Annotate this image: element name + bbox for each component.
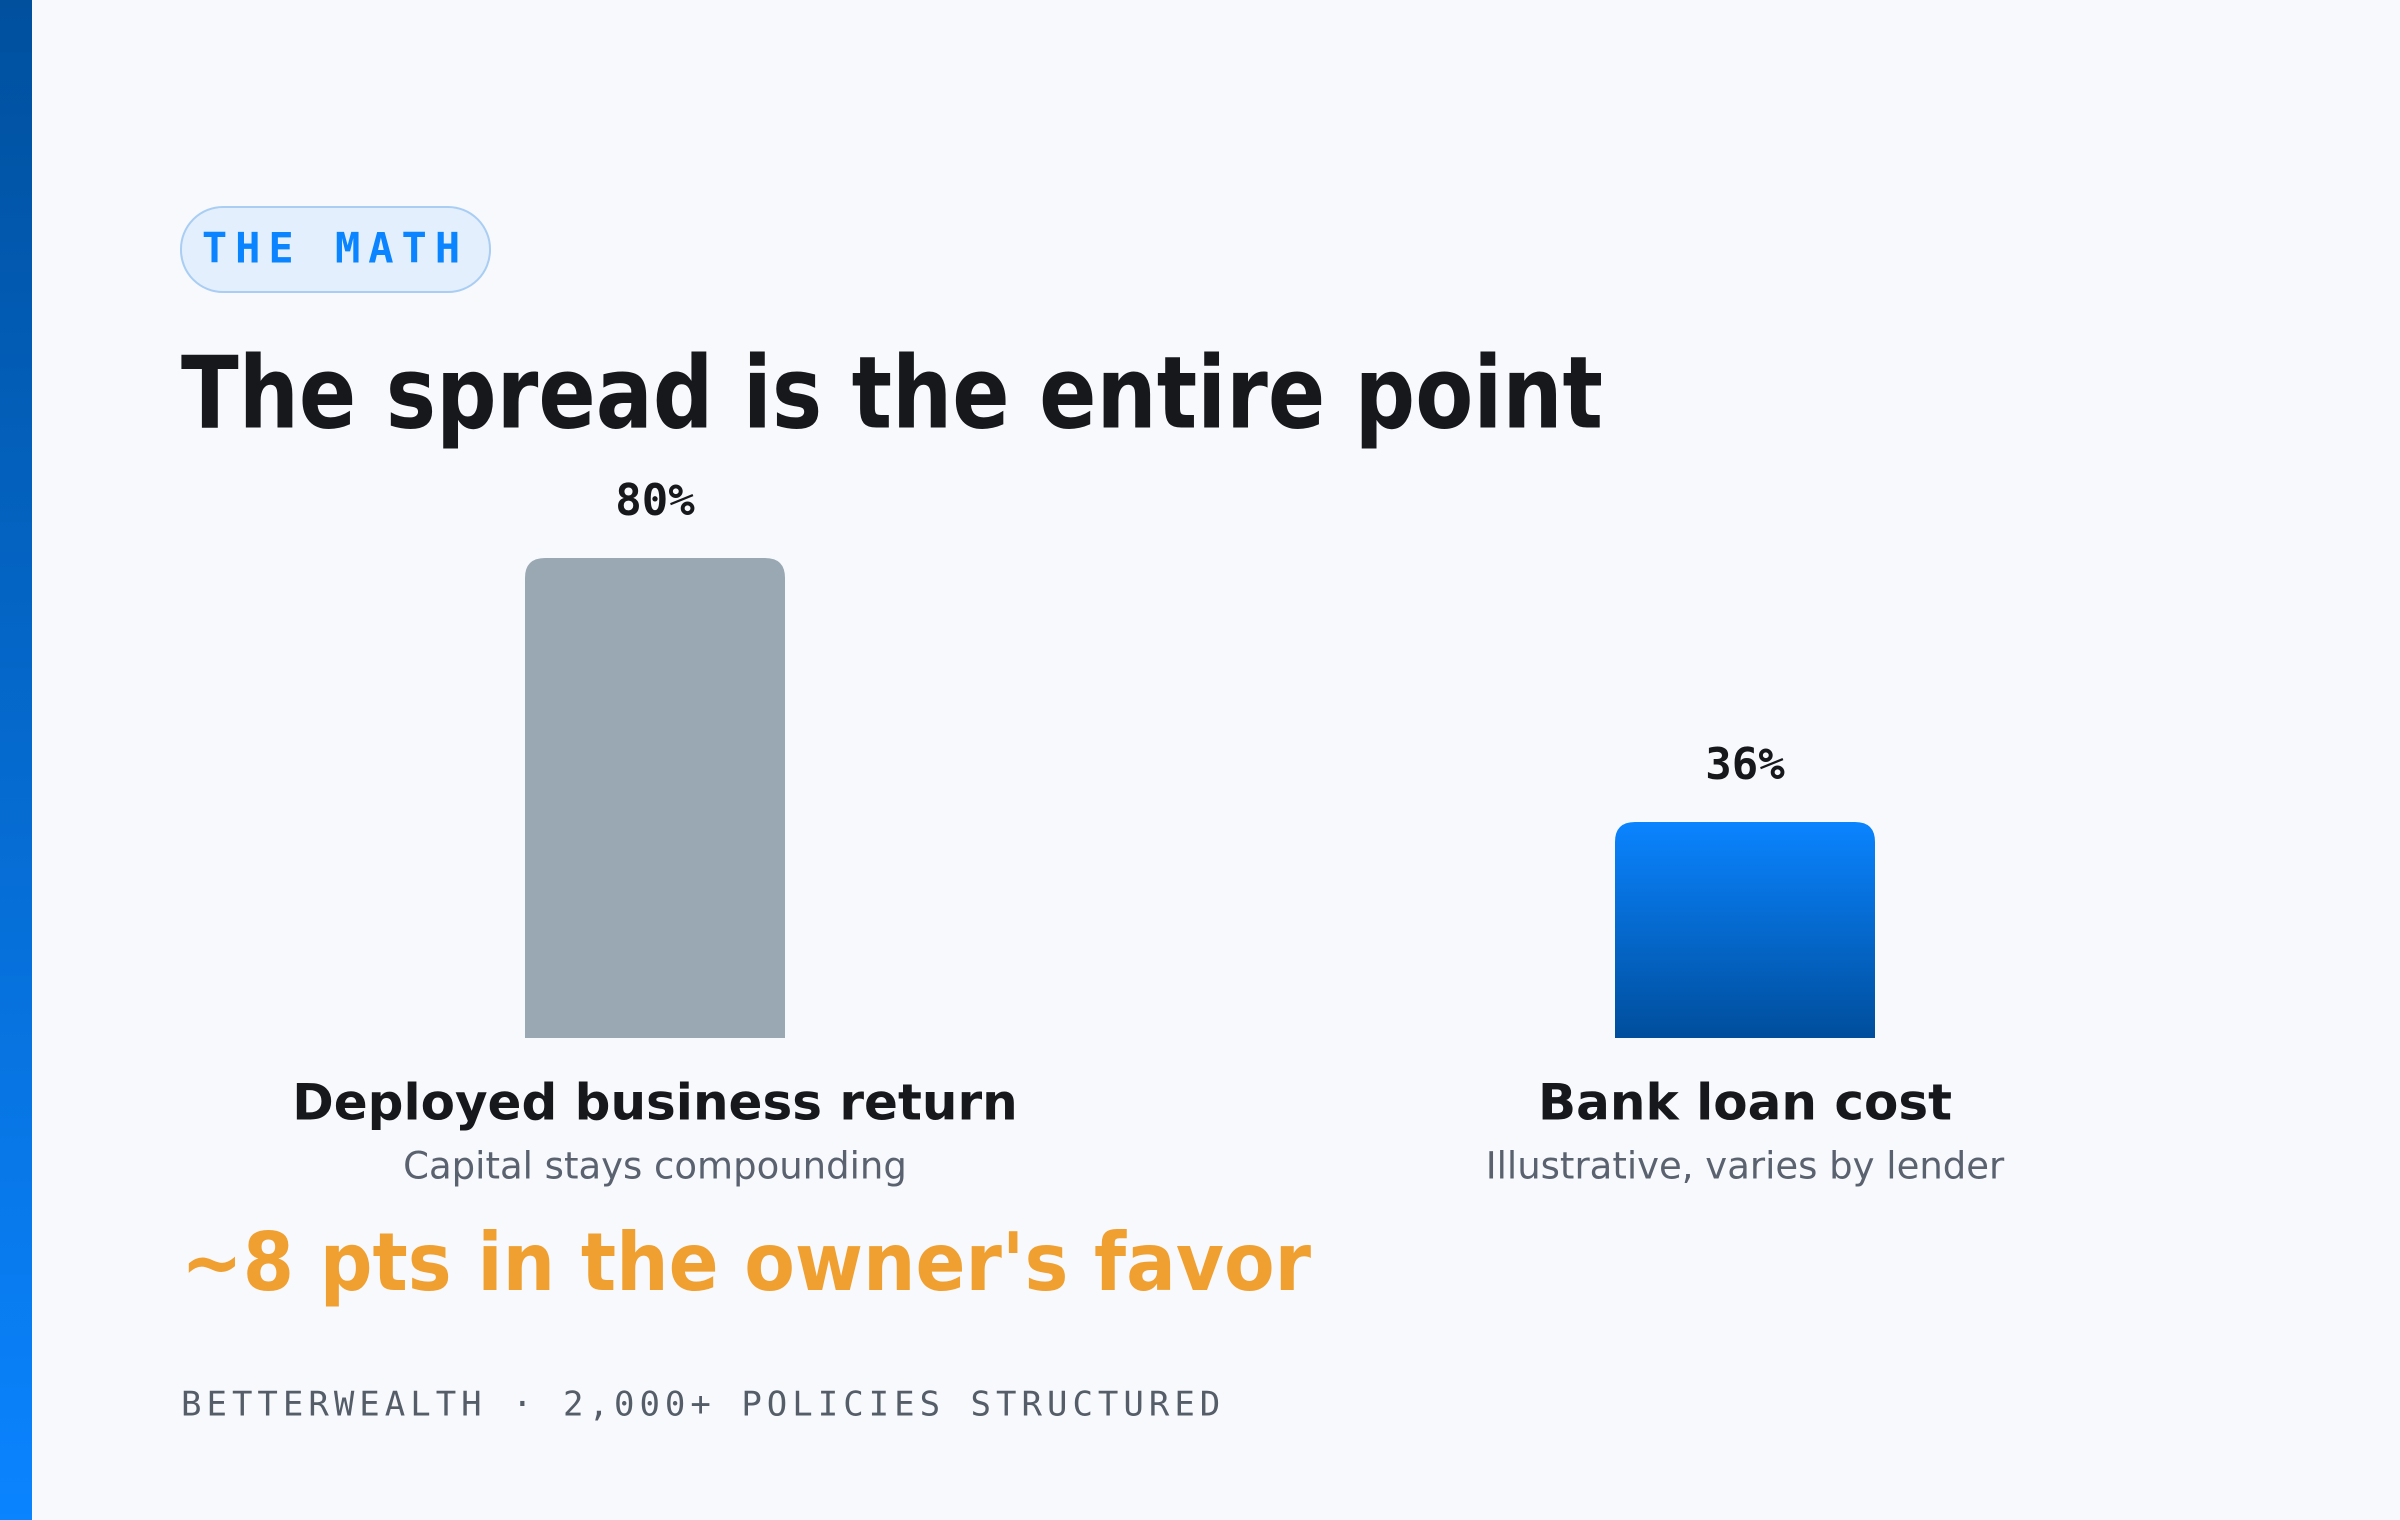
annotation: ~8 pts in the owner's favor: [181, 1216, 1311, 1309]
value-label: 36%: [1705, 739, 1785, 790]
category-label: Deployed business return: [292, 1074, 1017, 1132]
category-note: Illustrative, varies by lender: [1486, 1145, 2005, 1188]
tag: THE MATH: [202, 224, 468, 273]
category-note: Capital stays compounding: [403, 1145, 907, 1188]
tag-pill: [180, 206, 491, 293]
category-label: Bank loan cost: [1538, 1074, 1952, 1132]
bar: [1615, 822, 1875, 1038]
accent-strip: [0, 0, 32, 1520]
footer: BETTERWEALTH · 2,000+ POLICIES STRUCTURE…: [181, 1385, 1225, 1425]
chart-title: The spread is the entire point: [181, 334, 1603, 451]
bar: [525, 558, 785, 1038]
value-label: 80%: [615, 475, 695, 526]
